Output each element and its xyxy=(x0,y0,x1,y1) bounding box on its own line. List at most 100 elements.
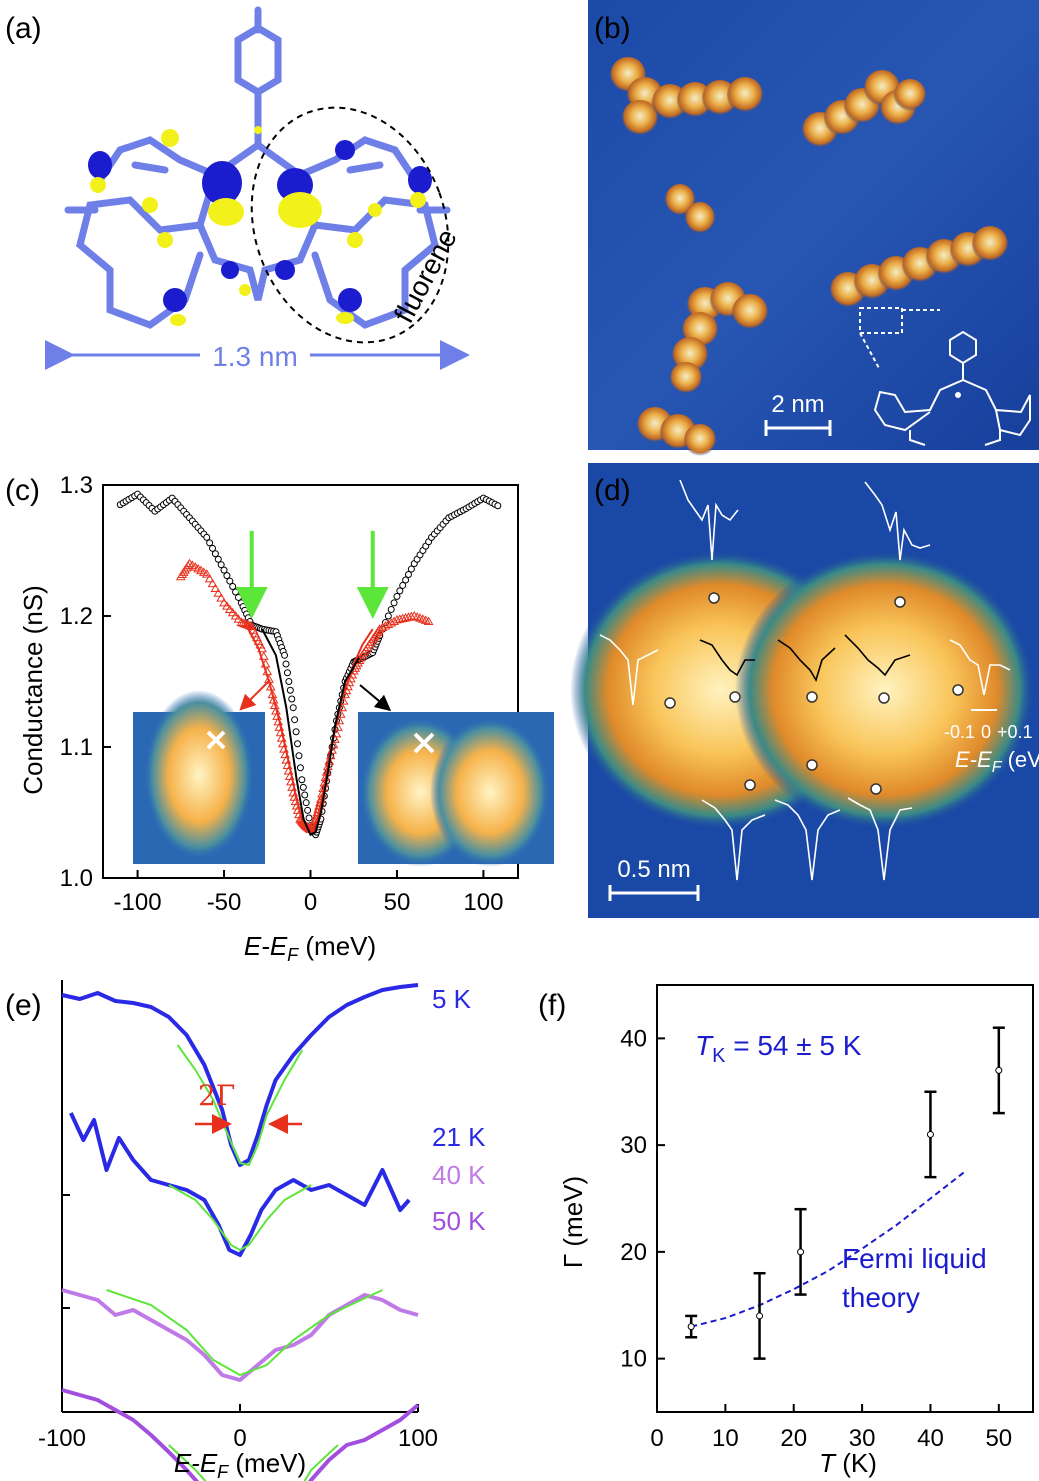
inset-left xyxy=(133,690,265,864)
f-data-point xyxy=(995,1066,1003,1074)
f-data-point xyxy=(687,1323,695,1331)
c-data-point xyxy=(285,678,293,685)
c-data-point xyxy=(292,728,300,736)
c-data-triangle xyxy=(219,597,229,607)
temp-label-50k: 50 K xyxy=(432,1206,486,1236)
c-data-point xyxy=(229,583,237,591)
e-xlabel-unit: (meV) xyxy=(228,1448,306,1478)
c-xtick-label: -50 xyxy=(207,889,242,916)
f-xtick-label: 30 xyxy=(849,1425,876,1452)
panel-c: (c) -100 -50 0 50 100 1.0 1.1 1.2 1.3 Conductanc… xyxy=(5,472,554,965)
molecule-chains xyxy=(610,57,1008,456)
e-spectrum-3 xyxy=(61,1388,420,1481)
c-data-point xyxy=(226,577,234,585)
c-data-triangle xyxy=(406,611,417,621)
f-data-point xyxy=(756,1312,764,1320)
c-xtick-label: 50 xyxy=(384,889,411,916)
c-ylabel: Conductance (nS) xyxy=(18,585,48,795)
panel-f-label: (f) xyxy=(538,989,566,1022)
c-ytick-label: 1.2 xyxy=(60,603,93,630)
c-data-point xyxy=(214,555,222,563)
c-data-point xyxy=(404,571,412,579)
inset-xlabel-sub: F xyxy=(992,759,1003,776)
c-xtick-label: -100 xyxy=(114,889,162,916)
c-data-point xyxy=(282,660,290,668)
c-data-triangle xyxy=(227,607,238,617)
c-data-point xyxy=(387,605,395,613)
c-ytick-label: 1.0 xyxy=(60,865,93,892)
c-data-point xyxy=(407,565,415,573)
panel-e-label: (e) xyxy=(5,989,42,1022)
c-data-point xyxy=(396,587,404,595)
c-fit-line xyxy=(261,628,360,837)
inset-tick-zero: 0 xyxy=(981,722,991,742)
tip-position-marker xyxy=(206,730,226,750)
red-pointer xyxy=(239,679,271,711)
temp-label-21k: 21 K xyxy=(432,1122,486,1152)
c-ytick-label: 1.3 xyxy=(60,472,93,499)
black-pointer xyxy=(359,684,392,712)
c-data-triangle xyxy=(423,616,434,625)
structure-inset xyxy=(859,307,1031,446)
f-xtick-label: 50 xyxy=(985,1425,1012,1452)
scale-label-bg xyxy=(200,340,310,370)
inset-xlabel: E-EF (eV) xyxy=(955,747,1039,776)
f-ytick-label: 10 xyxy=(620,1346,647,1373)
c-xtick-label: 0 xyxy=(304,889,317,916)
c-data-triangle xyxy=(394,614,405,623)
c-data-point xyxy=(286,686,294,694)
c-xtick-label: 100 xyxy=(463,889,503,916)
c-data-triangle xyxy=(224,604,235,613)
e-fit-2 xyxy=(106,1289,383,1377)
c-data-point xyxy=(302,799,310,807)
c-data-triangle xyxy=(204,573,215,583)
e-xtick-label: -100 xyxy=(38,1425,86,1452)
c-data-point xyxy=(209,544,217,552)
tk-rest: = 54 ± 5 K xyxy=(725,1030,861,1061)
f-frame xyxy=(656,984,1034,1413)
c-data-point xyxy=(211,550,219,558)
e-spectrum-1 xyxy=(69,1112,411,1257)
c-data-triangle xyxy=(210,583,221,592)
panel-b: 2 nm (b) xyxy=(588,0,1039,456)
f-ytick-label: 20 xyxy=(620,1239,647,1266)
c-data-point xyxy=(291,716,299,724)
fluorene-outline xyxy=(250,106,450,344)
kondo-temperature: TK = 54 ± 5 K xyxy=(695,1030,862,1067)
lobe-right xyxy=(735,550,1035,830)
c-data-point xyxy=(296,764,304,772)
c-xlabel-unit: (meV) xyxy=(298,931,376,961)
e-fit-0 xyxy=(176,1044,304,1167)
c-data-point xyxy=(304,806,312,814)
c-data-point xyxy=(217,561,225,569)
scale-label-b: 2 nm xyxy=(771,391,824,418)
e-xtick-label: 100 xyxy=(398,1425,438,1452)
c-data-point xyxy=(203,533,211,541)
c-data-point xyxy=(299,783,307,791)
e-spectrum-2 xyxy=(61,1288,419,1382)
c-data-point xyxy=(390,599,398,607)
c-data-point xyxy=(399,581,407,589)
panel-d-label: (d) xyxy=(594,474,631,507)
inset-xlabel-main: E-E xyxy=(955,747,992,772)
tk-sub: K xyxy=(712,1045,726,1067)
c-data-point xyxy=(223,572,231,580)
c-data-triangle xyxy=(400,612,411,622)
c-data-point xyxy=(494,502,502,510)
c-xlabel-sub: F xyxy=(287,945,299,965)
inset-tick-neg: -0.1 xyxy=(944,722,975,742)
c-data-point xyxy=(384,612,392,620)
e-xlabel-main: E-E xyxy=(174,1448,218,1478)
c-xlabel-main: E-E xyxy=(244,931,288,961)
c-data-point xyxy=(393,592,401,600)
panel-c-label: (c) xyxy=(5,474,40,507)
c-data-point xyxy=(298,776,306,784)
f-xlabel-unit: (K) xyxy=(835,1448,877,1478)
width-vs-temperature-plot: 0 10 20 30 40 50 10 20 30 40 xyxy=(620,984,1034,1452)
scale-label-d: 0.5 nm xyxy=(617,856,690,883)
c-data-point xyxy=(301,791,309,799)
c-ytick-label: 1.1 xyxy=(60,734,93,761)
stm-image-b xyxy=(588,0,1039,450)
